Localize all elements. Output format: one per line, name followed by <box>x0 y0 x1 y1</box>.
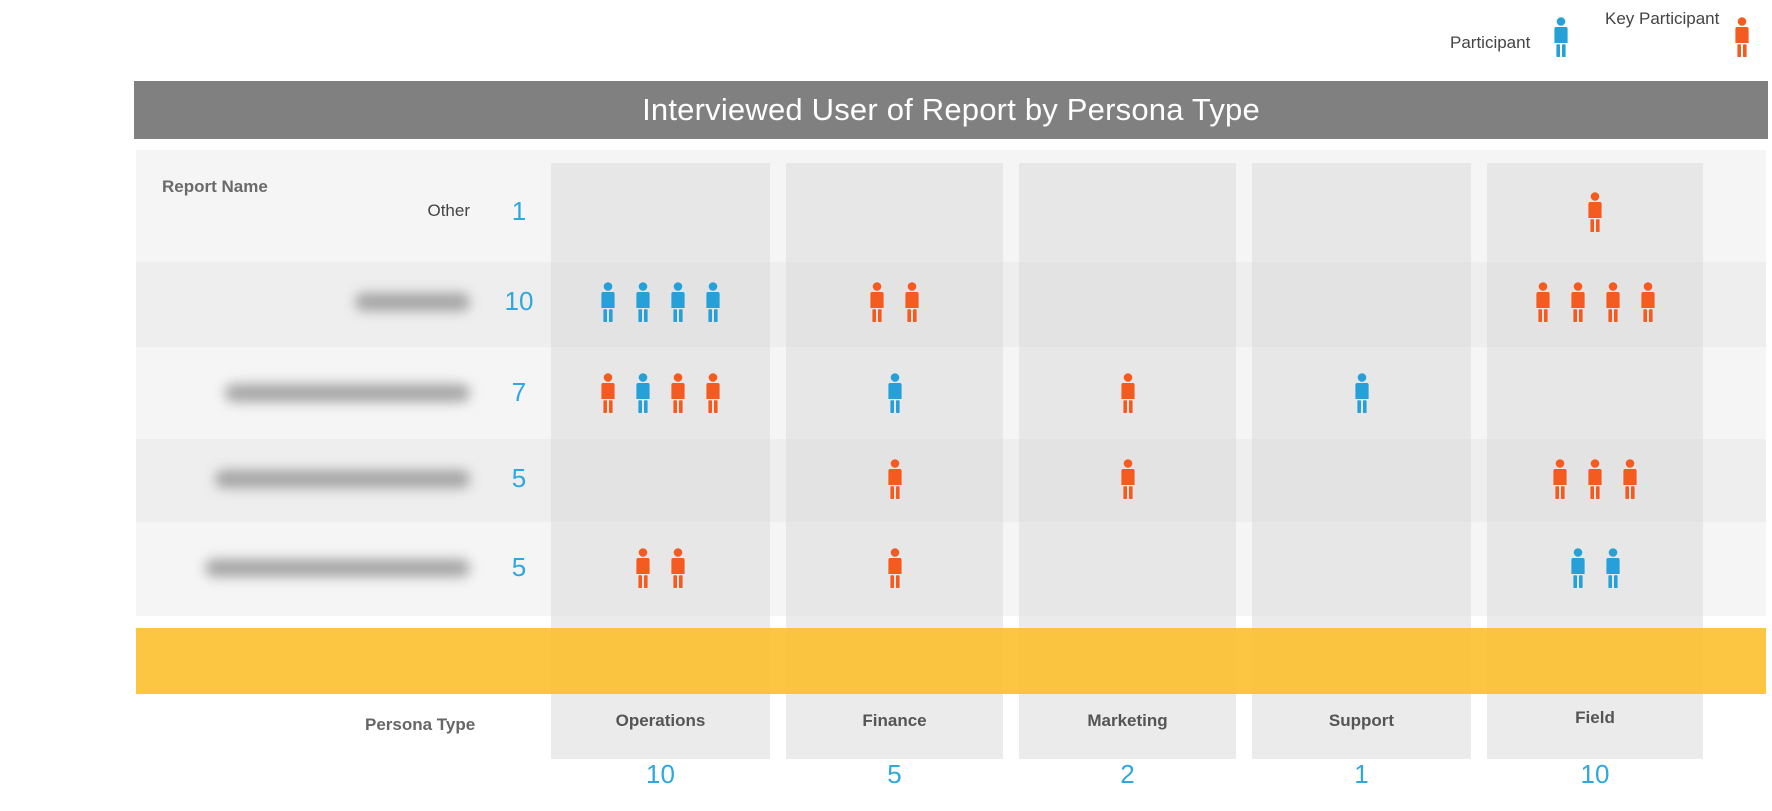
obscured-report-name <box>355 293 470 311</box>
persona-label-support: Support <box>1328 711 1395 730</box>
key-participant-icon <box>706 373 720 413</box>
row-total: 5 <box>511 463 527 493</box>
obscured-report-name <box>215 470 470 488</box>
key-participant-icon <box>1570 282 1585 322</box>
key-participant-icon <box>1120 373 1135 413</box>
participant-icon <box>1554 17 1568 57</box>
participant-icon <box>1605 548 1620 588</box>
legend-key-participant-label: Key Participant <box>1605 9 1720 28</box>
persona-label-finance: Finance <box>862 711 927 730</box>
title-banner: Interviewed User of Report by Persona Ty… <box>134 81 1768 139</box>
key-participant-icon <box>601 373 615 413</box>
key-participant-icon <box>887 459 902 499</box>
key-participant-icon <box>1605 282 1620 322</box>
column-total-marketing: 2 <box>1120 759 1135 789</box>
row-total: 7 <box>511 377 527 407</box>
key-participant-icon <box>1553 459 1567 499</box>
row-total: 5 <box>511 552 527 582</box>
persona-label-operations: Operations <box>615 711 706 730</box>
report-name-label: Other <box>427 201 470 220</box>
participant-icon <box>671 282 685 322</box>
column-header-persona-type: Persona Type <box>365 715 476 734</box>
participant-icon <box>887 373 902 413</box>
highlight-band <box>136 628 1766 694</box>
key-participant-icon <box>1588 192 1602 232</box>
participant-icon <box>1570 548 1585 588</box>
key-participant-icon <box>870 282 884 322</box>
participant-icon <box>636 373 650 413</box>
column-total-support: 1 <box>1354 759 1369 789</box>
obscured-report-name <box>225 384 470 402</box>
key-participant-icon <box>1120 459 1135 499</box>
persona-label-field: Field <box>1575 708 1615 727</box>
participant-icon <box>1354 373 1369 413</box>
legend-participant-label: Participant <box>1450 33 1531 52</box>
row-header-report-name: Report Name <box>162 177 268 196</box>
column-total-finance: 5 <box>887 759 902 789</box>
key-participant-icon <box>671 373 685 413</box>
participant-icon <box>601 282 615 322</box>
column-total-operations: 10 <box>646 759 675 789</box>
key-participant-icon <box>1588 459 1602 499</box>
key-participant-icon <box>1735 17 1749 57</box>
key-participant-icon <box>636 548 650 588</box>
participant-icon <box>636 282 650 322</box>
chart-title: Interviewed User of Report by Persona Ty… <box>642 92 1260 127</box>
key-participant-icon <box>671 548 685 588</box>
row-total: 1 <box>511 196 527 226</box>
row-total: 10 <box>504 286 534 316</box>
key-participant-icon <box>887 548 902 588</box>
participant-icon <box>706 282 720 322</box>
key-participant-icon <box>1640 282 1655 322</box>
obscured-report-name <box>205 559 470 577</box>
persona-label-marketing: Marketing <box>1087 711 1168 730</box>
column-total-field: 10 <box>1580 759 1610 789</box>
key-participant-icon <box>1623 459 1637 499</box>
key-participant-icon <box>1535 282 1550 322</box>
key-participant-icon <box>905 282 919 322</box>
